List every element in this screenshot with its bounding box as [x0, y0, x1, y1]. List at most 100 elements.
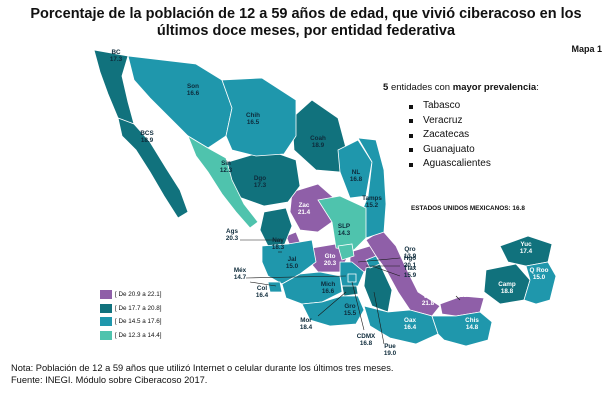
list-item: Zacatecas: [409, 128, 539, 143]
state-value: 16.5: [247, 119, 260, 126]
legend-swatch: [100, 330, 112, 340]
state-abbr: Tab: [461, 285, 472, 292]
state-label-chis: Chis 14.8: [465, 317, 479, 331]
state-abbr: Pue: [384, 343, 396, 350]
state-value: 15.0: [286, 263, 299, 270]
state-value: 15.5: [344, 310, 357, 317]
state-label-mor: Mor 18.4: [300, 317, 313, 331]
top-states-pre: entidades con: [390, 82, 451, 93]
state-value: 18.9: [312, 142, 325, 149]
state-abbr: Sin: [221, 160, 231, 167]
state-abbr: NL: [352, 169, 361, 176]
state-label-col: Col 16.4: [256, 285, 269, 299]
state-value: 16.6: [322, 288, 335, 295]
region-quintana-roo: [523, 261, 557, 305]
state-value: 17.3: [254, 182, 267, 189]
top-states-bold: mayor prevalencia: [452, 82, 537, 93]
state-label-bc: BC 17.3: [110, 49, 123, 63]
state-label-gto: Gto 20.3: [324, 253, 337, 267]
region-chiapas: [431, 311, 493, 347]
region-zacatecas: [289, 183, 335, 233]
state-label-camp: Camp 18.8: [498, 281, 516, 295]
state-abbr: Col: [257, 285, 267, 292]
state-abbr: Zac: [299, 202, 310, 209]
state-abbr: Son: [187, 83, 199, 90]
state-abbr: Chis: [465, 317, 479, 324]
state-label-mx: Méx 14.7: [234, 267, 247, 281]
state-label-zac: Zac 21.4: [298, 202, 311, 216]
state-value: 15.2: [366, 202, 379, 209]
state-value: 20.3: [226, 235, 239, 242]
region-michoacan: [281, 271, 343, 305]
legend-swatch: [100, 303, 112, 313]
state-value: 16.8: [350, 176, 363, 183]
state-abbr: CDMX: [357, 333, 376, 340]
state-value: 15.0: [533, 274, 546, 281]
state-label-bcs: BCS 18.9: [140, 130, 153, 144]
state-label-ver: Ver 21.8: [422, 293, 435, 307]
region-slp: [317, 195, 367, 251]
state-value: 16.8: [360, 340, 373, 347]
state-abbr: Q Roo: [530, 267, 549, 274]
state-value: 15.9: [404, 272, 417, 279]
footer: Nota: Población de 12 a 59 años que util…: [11, 363, 393, 386]
region-bcs: [117, 117, 189, 219]
state-abbr: Oax: [404, 317, 416, 324]
map-title: Porcentaje de la población de 12 a 59 añ…: [0, 6, 612, 40]
region-queretaro: [337, 243, 355, 261]
state-label-hgo: Hgo 20.1: [404, 255, 417, 269]
state-abbr: Nay: [272, 237, 284, 244]
state-label-chih: Chih 16.5: [246, 112, 260, 126]
region-cdmx: [347, 273, 357, 283]
state-label-sin: Sin 12.3: [220, 160, 233, 174]
state-value: 21.8: [422, 300, 435, 307]
region-guerrero: [301, 295, 365, 327]
state-abbr: Gro: [344, 303, 355, 310]
state-label-yuc: Yuc 17.4: [520, 241, 533, 255]
state-value: 17.3: [110, 56, 123, 63]
legend-item: [ De 20.9 a 22.1]: [100, 288, 162, 302]
list-item: Aguascalientes: [409, 157, 539, 172]
state-value: 22.1: [460, 292, 473, 299]
region-tlaxcala: [365, 255, 381, 269]
state-value: 14.7: [234, 274, 247, 281]
top-states-header: 5 entidades con mayor prevalencia:: [383, 82, 539, 93]
state-label-ags: Ags 20.3: [226, 228, 239, 242]
legend-item: [ De 17.7 a 20.8]: [100, 302, 162, 316]
state-label-nl: NL 16.8: [350, 169, 363, 183]
state-value: 18.3: [272, 244, 285, 251]
legend-label: [ De 17.7 a 20.8]: [115, 304, 162, 312]
state-value: 18.4: [300, 324, 313, 331]
state-abbr: Yuc: [520, 241, 532, 248]
state-abbr: Coah: [310, 135, 326, 142]
title-line-1: Porcentaje de la población de 12 a 59 añ…: [30, 6, 582, 22]
state-value: 19.0: [384, 350, 397, 357]
state-abbr: Jal: [288, 256, 297, 263]
state-label-pue: Pue 19.0: [384, 343, 397, 357]
legend-swatch: [100, 290, 112, 300]
state-label-cdmx: CDMX 16.8: [357, 333, 376, 347]
state-label-slp: SLP 14.3: [338, 223, 351, 237]
region-veracruz: [365, 229, 441, 317]
footer-note: Nota: Población de 12 a 59 años que util…: [11, 363, 394, 373]
legend-swatch: [100, 317, 112, 327]
state-value: 17.4: [520, 248, 533, 255]
state-value: 20.3: [324, 260, 337, 267]
region-chihuahua: [221, 77, 297, 157]
legend-label: [ De 12.3 a 14.4]: [115, 331, 162, 339]
state-value: 14.8: [466, 324, 479, 331]
state-value: 13.9: [404, 253, 417, 260]
state-abbr: Ags: [226, 228, 238, 235]
top-states-list: Tabasco Veracruz Zacatecas Guanajuato Ag…: [383, 99, 539, 172]
state-label-tamps: Tamps 15.2: [362, 195, 382, 209]
state-value: 18.8: [501, 288, 514, 295]
state-label-qroo: Q Roo 15.0: [530, 267, 549, 281]
state-value: 16.4: [256, 292, 269, 299]
state-value: 21.4: [298, 209, 311, 216]
state-abbr: Gto: [325, 253, 336, 260]
state-label-son: Son 16.6: [187, 83, 200, 97]
state-abbr: BC: [111, 49, 121, 56]
title-line-2: últimos doce meses, por entidad federati…: [156, 23, 456, 39]
state-label-nay: Nay 18.3: [272, 237, 285, 251]
